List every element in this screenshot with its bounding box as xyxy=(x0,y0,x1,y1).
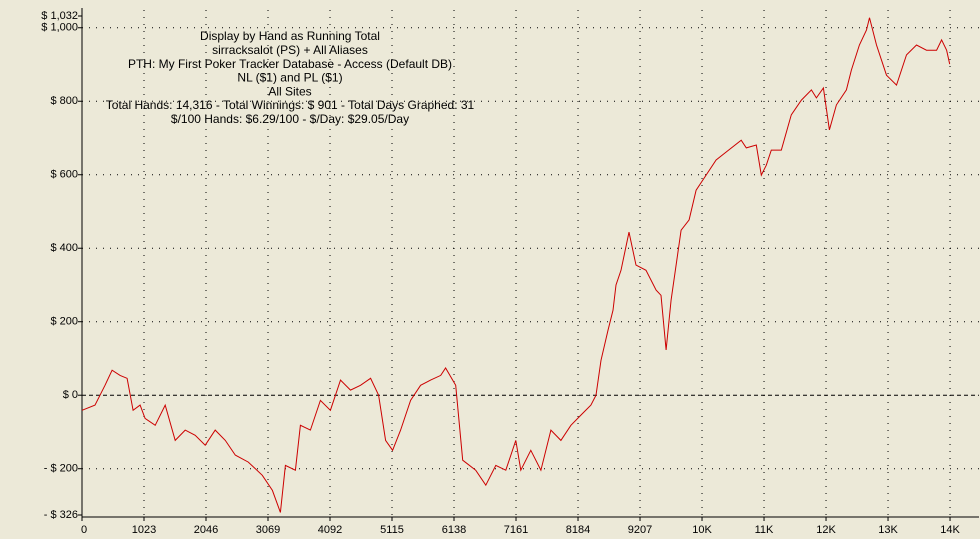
y-tick-label: $ 200 xyxy=(50,316,78,328)
x-tick-label: 11K xyxy=(755,524,774,536)
x-tick-label: 3069 xyxy=(256,524,280,536)
x-tick-label: 10K xyxy=(692,524,712,536)
y-tick-label: $ 1,000 xyxy=(41,22,78,34)
line-series xyxy=(81,17,951,513)
y-tick-label: - $ 326 xyxy=(44,509,78,521)
x-tick-label: 9207 xyxy=(628,524,652,536)
x-tick-label: 6138 xyxy=(442,524,466,536)
x-tick-label: 1023 xyxy=(132,524,156,536)
annotation: NL ($1) and PL ($1) xyxy=(237,71,342,85)
y-tick-label: $ 0 xyxy=(63,389,78,401)
y-tick-label: $ 400 xyxy=(50,242,78,254)
y-tick-label: $ 800 xyxy=(50,95,78,107)
x-tick-label: 14K xyxy=(940,524,960,536)
annotation: Display by Hand as Running Total xyxy=(200,29,380,43)
x-tick-label: 8184 xyxy=(566,524,590,536)
x-tick-label: 0 xyxy=(81,524,87,536)
annotation: $/100 Hands: $6.29/100 - $/Day: $29.05/D… xyxy=(171,112,409,126)
x-tick-label: 7161 xyxy=(504,524,528,536)
y-tick-label: $ 600 xyxy=(50,169,78,181)
y-tick-label: $ 1,032 xyxy=(41,10,78,22)
y-tick-label: - $ 200 xyxy=(44,463,78,475)
annotation: PTH: My First Poker Tracker Database - A… xyxy=(128,57,452,71)
x-tick-label: 12K xyxy=(816,524,836,536)
annotation: Total Hands: 14,316 - Total Winnings: $ … xyxy=(106,98,475,112)
annotation: sirracksalot (PS) + All Aliases xyxy=(212,43,368,57)
x-tick-label: 13K xyxy=(878,524,898,536)
x-tick-label: 5115 xyxy=(380,524,404,536)
x-tick-label: 4092 xyxy=(318,524,342,536)
annotation: All Sites xyxy=(268,84,311,98)
x-tick-label: 2046 xyxy=(194,524,218,536)
